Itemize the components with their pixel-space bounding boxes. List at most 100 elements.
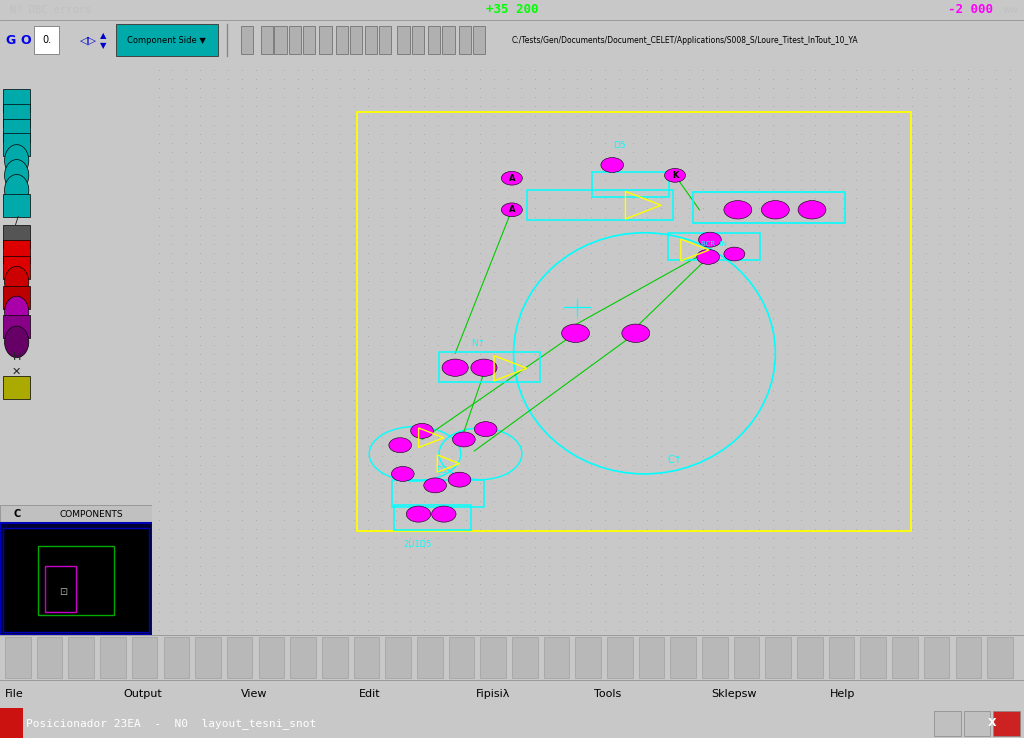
Point <box>317 303 334 314</box>
Point <box>471 505 487 517</box>
Point <box>681 183 697 195</box>
Point <box>359 551 376 562</box>
Point <box>778 266 795 277</box>
Point <box>639 266 655 277</box>
Point <box>765 532 781 544</box>
Point <box>709 596 725 608</box>
Point <box>597 110 613 122</box>
Point <box>723 422 739 434</box>
Point <box>583 348 599 360</box>
Point <box>346 339 362 351</box>
Point <box>807 247 823 259</box>
Point <box>248 257 264 269</box>
Point <box>848 514 864 525</box>
Point <box>639 220 655 232</box>
Point <box>793 587 809 599</box>
Point <box>694 193 711 204</box>
Point <box>359 560 376 572</box>
Point <box>694 82 711 94</box>
Point <box>835 579 851 590</box>
Point <box>848 459 864 471</box>
Point <box>248 624 264 636</box>
Point <box>765 220 781 232</box>
Point <box>974 615 990 627</box>
Point <box>988 404 1005 415</box>
Point <box>959 266 976 277</box>
Point <box>304 596 321 608</box>
Point <box>681 100 697 112</box>
Point <box>653 569 670 581</box>
Point <box>346 330 362 342</box>
Point <box>1001 73 1018 85</box>
Point <box>694 119 711 131</box>
Point <box>485 523 502 535</box>
Point <box>206 367 222 379</box>
Point <box>346 579 362 590</box>
Point <box>765 330 781 342</box>
Point <box>290 606 306 618</box>
Point <box>178 128 195 140</box>
Text: Sklepsw: Sklepsw <box>712 689 757 700</box>
Point <box>959 606 976 618</box>
Point <box>932 624 948 636</box>
Point <box>346 532 362 544</box>
Point <box>542 100 558 112</box>
Point <box>778 413 795 424</box>
Point <box>723 496 739 508</box>
Point <box>959 395 976 407</box>
Point <box>206 63 222 75</box>
Point <box>401 266 418 277</box>
Point <box>835 110 851 122</box>
Point <box>667 303 683 314</box>
Point <box>458 321 474 333</box>
Point <box>681 404 697 415</box>
Point <box>736 312 753 324</box>
Point <box>681 230 697 241</box>
Point <box>276 165 293 176</box>
Bar <box>3 528 148 632</box>
Point <box>332 596 348 608</box>
Point <box>974 220 990 232</box>
Point <box>611 569 628 581</box>
Point <box>820 119 837 131</box>
Point <box>932 156 948 168</box>
Point <box>736 211 753 223</box>
Point <box>723 312 739 324</box>
Point <box>429 165 445 176</box>
Point <box>667 238 683 250</box>
Point <box>639 193 655 204</box>
Point <box>736 156 753 168</box>
Point <box>723 624 739 636</box>
Point <box>527 606 544 618</box>
Point <box>793 312 809 324</box>
Point <box>946 615 963 627</box>
Point <box>429 358 445 370</box>
Point <box>332 303 348 314</box>
Point <box>276 193 293 204</box>
Point <box>193 496 209 508</box>
Point <box>946 449 963 461</box>
Bar <box>290 637 315 678</box>
Point <box>276 321 293 333</box>
Point <box>443 110 460 122</box>
Text: C: C <box>13 509 20 520</box>
Point <box>793 100 809 112</box>
Point <box>653 294 670 306</box>
Point <box>527 367 544 379</box>
Bar <box>442 26 455 55</box>
Point <box>793 247 809 259</box>
Point <box>765 294 781 306</box>
Point <box>220 312 237 324</box>
Point <box>639 63 655 75</box>
Point <box>959 496 976 508</box>
Point <box>193 468 209 480</box>
Point <box>959 569 976 581</box>
Point <box>569 146 586 158</box>
Point <box>332 532 348 544</box>
Point <box>193 266 209 277</box>
Point <box>485 201 502 213</box>
Point <box>458 523 474 535</box>
Point <box>332 294 348 306</box>
Point <box>765 73 781 85</box>
Point <box>262 174 279 186</box>
